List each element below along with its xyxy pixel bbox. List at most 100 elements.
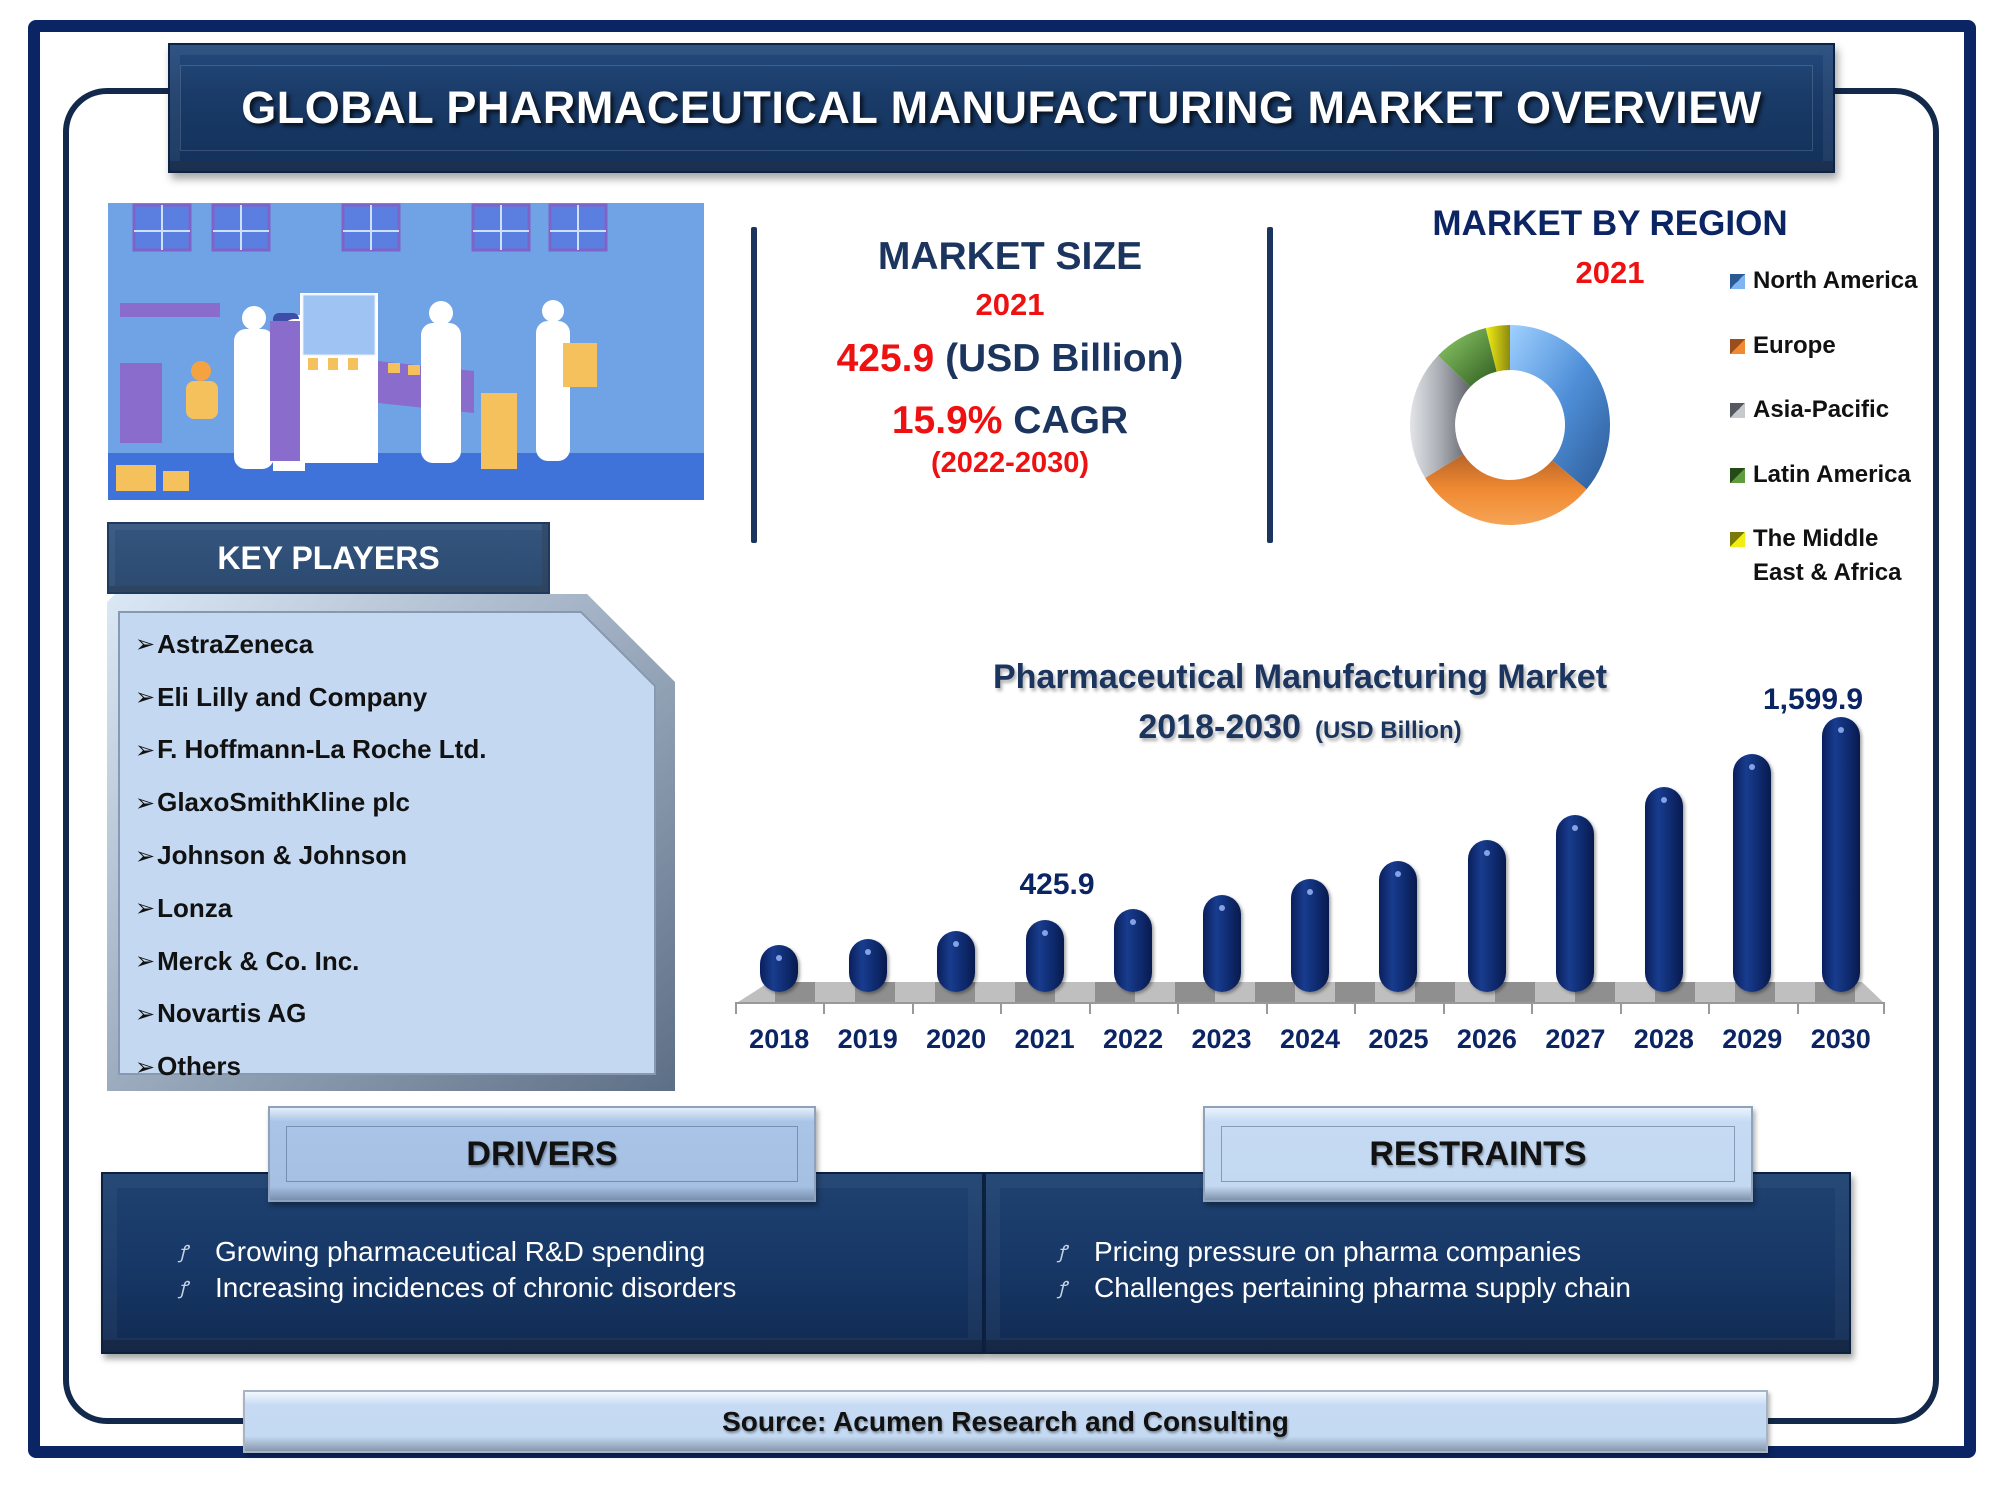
- key-players-title: KEY PLAYERS: [217, 539, 440, 576]
- list-item: ➢ AstraZeneca: [135, 628, 314, 659]
- x-tick: [823, 1004, 826, 1014]
- arrow-bullet-icon: ➢: [135, 1052, 156, 1081]
- restraints-tab: RESTRAINTS: [1203, 1106, 1753, 1202]
- bar-chart: 425.9 1,599.9 2018 2019 2020 2021 2022 2023 20…: [735, 683, 1885, 1070]
- donut-chart-icon: [1410, 325, 1611, 526]
- arrow-bullet-icon: ➢: [135, 999, 156, 1028]
- x-axis: [735, 1002, 1885, 1004]
- key-players-header: KEY PLAYERS: [107, 522, 550, 594]
- arrow-bullet-icon: ➢: [135, 894, 156, 923]
- x-tick: [1531, 1004, 1534, 1014]
- drivers-title: DRIVERS: [466, 1134, 618, 1173]
- list-item: ➢ Merck & Co. Inc.: [135, 945, 360, 976]
- x-tick-label: 2022: [1103, 1024, 1164, 1054]
- restraints-title: RESTRAINTS: [1369, 1134, 1587, 1173]
- donut-slice-latin-america: [1438, 328, 1497, 387]
- legend-swatch-icon: [1730, 532, 1745, 547]
- region-legend: North America Europe Asia-Pacific Latin …: [1730, 267, 1950, 591]
- x-tick-label: 2021: [1014, 1024, 1075, 1054]
- legend-swatch-icon: [1730, 403, 1745, 418]
- donut-slice-europe: [1425, 454, 1587, 526]
- x-tick: [1883, 1004, 1885, 1014]
- legend-item-europe: Europe: [1730, 332, 1950, 398]
- bar-2028: [1644, 786, 1683, 992]
- x-tick: [1619, 1004, 1622, 1014]
- bar-2025: [1379, 860, 1418, 992]
- x-tick: [1088, 1004, 1091, 1014]
- x-tick-label: 2028: [1633, 1024, 1694, 1054]
- arrow-bullet-icon: ➢: [135, 841, 156, 870]
- x-tick: [1354, 1004, 1357, 1014]
- quill-bullet-icon: ꝭ: [1058, 1278, 1067, 1299]
- cagr-period: (2022-2030): [931, 447, 1089, 479]
- market-size-unit: (USD Billion): [945, 337, 1184, 380]
- cagr-value: 15.9%: [891, 399, 1003, 442]
- divider-left: [751, 227, 757, 543]
- bar-2029: [1733, 753, 1772, 992]
- legend-swatch-icon: [1730, 274, 1745, 289]
- x-tick-label: 2018: [749, 1024, 810, 1054]
- x-tick-label: 2029: [1722, 1024, 1783, 1054]
- region-donut-chart: [1400, 315, 1620, 535]
- bar-2026: [1467, 839, 1506, 992]
- bar-2022: [1114, 908, 1153, 992]
- legend-swatch-icon: [1730, 467, 1745, 483]
- legend-item-latin-america: Latin America: [1730, 461, 1950, 527]
- arrow-bullet-icon: ➢: [135, 630, 156, 659]
- arrow-bullet-icon: ➢: [135, 683, 156, 712]
- market-size-title: MARKET SIZE: [877, 235, 1143, 278]
- bar-2027: [1556, 815, 1595, 992]
- list-item: ꝭ Pricing pressure on pharma companies: [1058, 1236, 1582, 1267]
- market-size-year: 2021: [975, 287, 1045, 322]
- source-banner: Source: Acumen Research and Consulting: [243, 1390, 1768, 1453]
- x-tick-label: 2030: [1810, 1024, 1871, 1054]
- list-item: ➢ Lonza: [135, 892, 233, 923]
- list-item: ➢ F. Hoffmann-La Roche Ltd.: [135, 734, 487, 765]
- x-tick: [911, 1004, 914, 1014]
- source-text: Source: Acumen Research and Consulting: [722, 1405, 1289, 1437]
- legend-item-asia-pacific: Asia-Pacific: [1730, 396, 1950, 462]
- drivers-list: ꝭ Growing pharmaceutical R&D spending ꝭ In…: [179, 1234, 736, 1306]
- list-item: ➢ Others: [135, 1051, 241, 1082]
- list-item: ➢ Eli Lilly and Company: [135, 681, 428, 712]
- x-tick-label: 2024: [1279, 1024, 1341, 1054]
- data-label-2030: 1,599.9: [1762, 683, 1864, 716]
- market-size-number: 425.9: [836, 337, 935, 380]
- page-title: GLOBAL PHARMACEUTICAL MANUFACTURING MARK…: [241, 82, 1762, 133]
- drivers-tab: DRIVERS: [268, 1106, 816, 1202]
- x-tick: [1000, 1004, 1003, 1014]
- x-tick: [1442, 1004, 1445, 1014]
- title-banner: GLOBAL PHARMACEUTICAL MANUFACTURING MARK…: [168, 43, 1835, 173]
- donut-slice-north-america: [1510, 325, 1611, 490]
- list-item: ➢ Novartis AG: [135, 998, 307, 1029]
- arrow-bullet-icon: ➢: [135, 788, 156, 817]
- key-players-box-shape: [107, 594, 675, 1091]
- arrow-bullet-icon: ➢: [135, 735, 156, 764]
- list-item: ꝭ Growing pharmaceutical R&D spending: [179, 1236, 706, 1267]
- bar-chart-title: Pharmaceutical Manufacturing Market 2018…: [900, 652, 1700, 756]
- drivers-tab-bevel: [286, 1126, 798, 1182]
- bar-2030: [1821, 717, 1860, 992]
- bar-chart-title-line1: Pharmaceutical Manufacturing Market: [992, 658, 1608, 696]
- x-tick: [1708, 1004, 1711, 1014]
- bar-2018: [760, 945, 799, 992]
- bar-chart-title-line2: 2018-2030 (USD Billion): [1138, 708, 1462, 746]
- x-tick-label: 2020: [926, 1024, 987, 1054]
- legend-item-mea: The Middle East & Africa: [1730, 525, 1950, 591]
- x-tick-label: 2026: [1456, 1024, 1517, 1054]
- market-size-value: 425.9 (USD Billion): [760, 337, 1260, 381]
- list-item: ꝭ Challenges pertaining pharma supply cha…: [1058, 1272, 1632, 1303]
- x-tick-label: 2025: [1368, 1024, 1429, 1054]
- list-item: ➢ GlaxoSmithKline plc: [135, 787, 410, 818]
- restraints-tab-bevel: [1221, 1126, 1735, 1182]
- quill-bullet-icon: ꝭ: [179, 1242, 188, 1263]
- donut-slice-mea: [1485, 325, 1510, 372]
- factory-scene-icon: [108, 203, 704, 500]
- x-tick-label: 2019: [837, 1024, 898, 1054]
- quill-bullet-icon: ꝭ: [179, 1278, 188, 1299]
- list-item: ➢ Johnson & Johnson: [135, 840, 407, 871]
- divider-right: [1267, 227, 1273, 543]
- list-item: ꝭ Increasing incidences of chronic disord…: [179, 1272, 737, 1303]
- x-tick-label: 2027: [1545, 1024, 1606, 1054]
